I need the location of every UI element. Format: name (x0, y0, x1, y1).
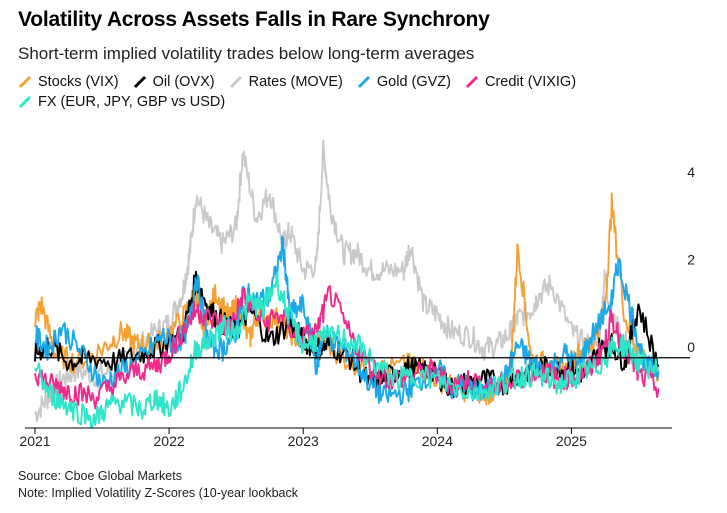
x-tick-label: 2023 (288, 433, 319, 449)
x-tick-label: 2021 (19, 433, 50, 449)
legend-item-gold: Gold (GVZ) (357, 74, 451, 90)
legend-item-fx: FX (EUR, JPY, GBP vs USD) (18, 94, 225, 110)
legend-label-fx: FX (EUR, JPY, GBP vs USD) (38, 94, 226, 110)
x-tick-label: 2024 (422, 433, 453, 449)
chart-subtitle: Short-term implied volatility trades bel… (18, 44, 475, 63)
legend-swatch-oil (133, 75, 146, 89)
y-tick-label: 4 (687, 164, 695, 180)
series-line-fx (34, 271, 660, 429)
legend-swatch-gold (357, 75, 370, 89)
legend-swatch-credit (465, 75, 479, 89)
series-line-gold (34, 235, 660, 406)
legend-item-credit: Credit (VIXIG) (465, 74, 576, 90)
legend-item-rates: Rates (MOVE) (229, 74, 343, 90)
legend-label-credit: Credit (VIXIG) (485, 74, 577, 90)
legend-label-stocks: Stocks (VIX) (38, 74, 119, 90)
y-tick-label: 0 (687, 339, 695, 355)
series-line-credit (34, 285, 660, 410)
legend-label-gold: Gold (GVZ) (376, 74, 451, 90)
legend-item-stocks: Stocks (VIX) (18, 74, 119, 90)
chart-title: Volatility Across Assets Falls in Rare S… (18, 8, 490, 31)
y-tick-label: 2 (687, 251, 695, 267)
legend: Stocks (VIX) Oil (OVX) Rates (MOVE) Gold… (18, 74, 708, 110)
legend-label-oil: Oil (OVX) (152, 74, 215, 90)
x-tick-label: 2025 (556, 433, 587, 449)
legend-label-rates: Rates (MOVE) (248, 74, 343, 90)
footnote: Note: Implied Volatility Z-Scores (10-ye… (18, 486, 298, 500)
legend-swatch-stocks (18, 75, 32, 89)
source-note: Source: Cboe Global Markets (18, 469, 182, 483)
legend-swatch-rates (229, 75, 242, 89)
legend-item-oil: Oil (OVX) (133, 74, 215, 90)
legend-swatch-fx (18, 95, 32, 109)
x-tick-label: 2022 (154, 433, 185, 449)
